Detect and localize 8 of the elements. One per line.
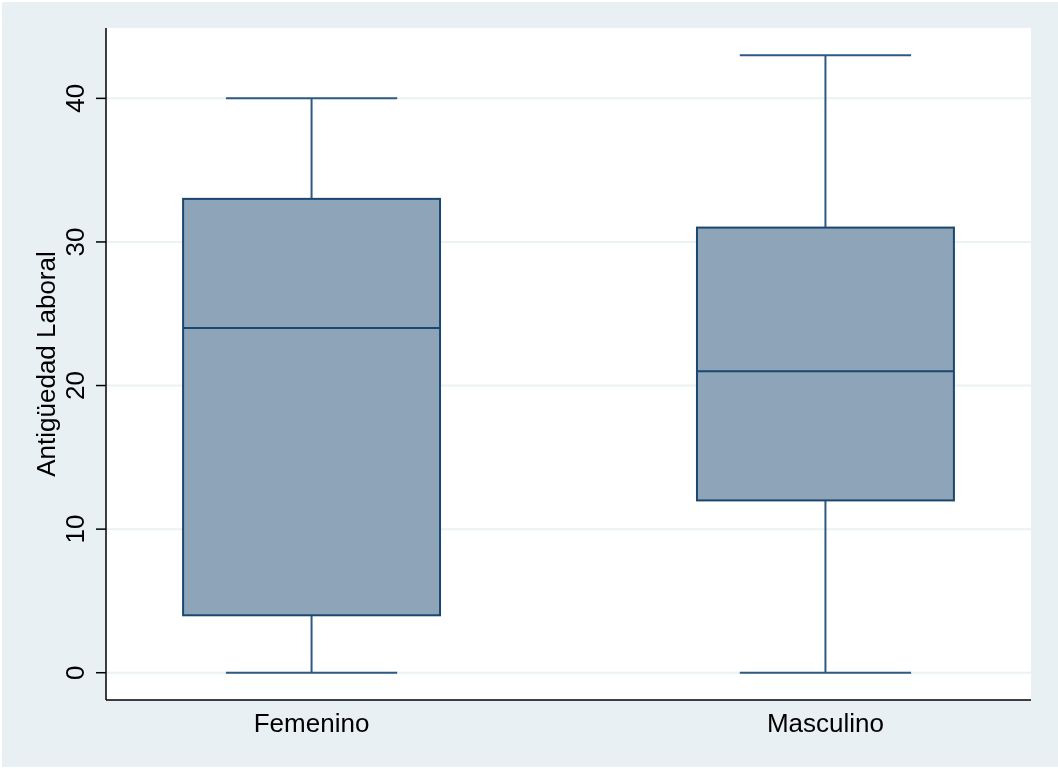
- y-axis-title: Antigüedad Laboral: [31, 251, 61, 477]
- x-tick-label: Femenino: [253, 708, 370, 738]
- y-tick-label: 20: [60, 371, 90, 400]
- x-tick-label: Masculino: [766, 708, 884, 738]
- y-tick-label: 30: [60, 227, 90, 257]
- y-tick-label: 40: [60, 83, 90, 113]
- y-tick-label: 10: [60, 514, 90, 544]
- y-tick-label: 0: [60, 665, 90, 680]
